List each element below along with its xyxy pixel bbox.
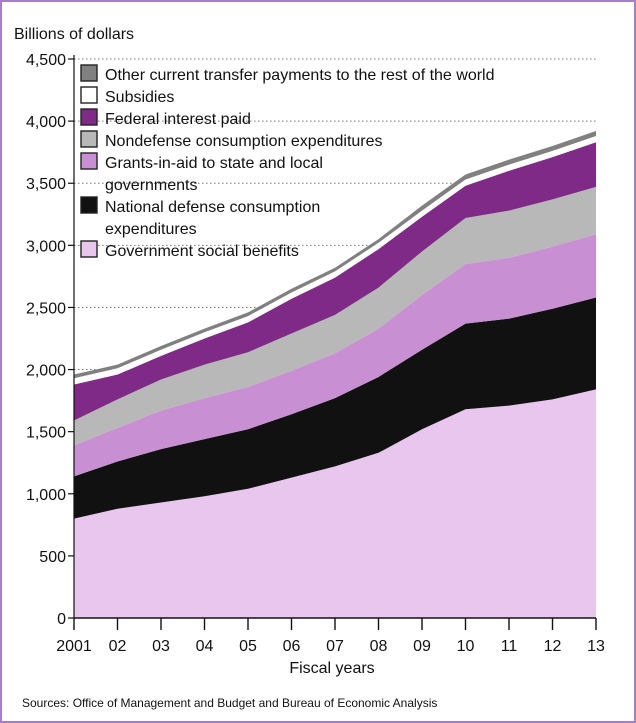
x-tick-label: 04 bbox=[196, 638, 214, 655]
y-tick-label: 2,500 bbox=[26, 300, 66, 317]
y-tick-label: 4,500 bbox=[26, 52, 66, 69]
legend-label: expenditures bbox=[105, 221, 197, 238]
area-series-3 bbox=[74, 186, 596, 446]
x-tick-label: 03 bbox=[152, 638, 170, 655]
axes bbox=[68, 55, 597, 630]
y-tick-label: 3,000 bbox=[26, 238, 66, 255]
y-tick-label: 3,500 bbox=[26, 176, 66, 193]
y-tick-label: 0 bbox=[57, 611, 66, 628]
y-tick-label: 1,000 bbox=[26, 487, 66, 504]
y-axis-title: Billions of dollars bbox=[14, 26, 134, 43]
area-series-4 bbox=[74, 142, 596, 421]
legend-label: National defense consumption bbox=[105, 199, 320, 216]
legend-swatch bbox=[80, 86, 98, 104]
stacked-area-chart: Billions of dollars 0 500 1,000 1,500 2,000 2… bbox=[14, 26, 605, 677]
x-tick-label: 12 bbox=[544, 638, 562, 655]
x-tick-labels: 2001 02 03 04 05 06 07 08 09 10 11 12 13 bbox=[56, 638, 605, 655]
x-axis-title: Fiscal years bbox=[289, 660, 374, 677]
x-tick-label: 2001 bbox=[56, 638, 92, 655]
area-series-1 bbox=[74, 297, 596, 519]
x-tick-label: 06 bbox=[283, 638, 301, 655]
area-series bbox=[74, 131, 596, 618]
legend-swatch bbox=[80, 152, 98, 170]
legend-swatch bbox=[80, 130, 98, 148]
x-tick-label: 10 bbox=[457, 638, 475, 655]
area-series-2 bbox=[74, 234, 596, 477]
x-tick-label: 08 bbox=[370, 638, 388, 655]
legend-label: governments bbox=[105, 177, 198, 194]
legend: Other current transfer payments to the r… bbox=[80, 64, 495, 260]
legend-swatch bbox=[80, 64, 98, 82]
legend-swatch bbox=[80, 240, 98, 258]
legend-label: Federal interest paid bbox=[105, 111, 251, 128]
x-tick-label: 02 bbox=[109, 638, 127, 655]
y-tick-label: 2,000 bbox=[26, 363, 66, 380]
y-tick-label: 500 bbox=[39, 549, 66, 566]
y-tick-labels: 0 500 1,000 1,500 2,000 2,500 3,000 3,500 4,000 4… bbox=[26, 52, 66, 628]
x-tick-label: 05 bbox=[239, 638, 257, 655]
y-tick-label: 4,000 bbox=[26, 114, 66, 131]
x-tick-label: 07 bbox=[326, 638, 344, 655]
legend-label: Government social benefits bbox=[105, 243, 299, 260]
legend-label: Grants-in-aid to state and local bbox=[105, 155, 323, 172]
legend-swatch bbox=[80, 196, 98, 214]
x-tick-label: 11 bbox=[501, 638, 518, 655]
legend-label: Other current transfer payments to the r… bbox=[105, 67, 495, 84]
x-tick-label: 09 bbox=[413, 638, 431, 655]
legend-swatch bbox=[80, 108, 98, 126]
x-tick-label: 13 bbox=[587, 638, 605, 655]
legend-label: Nondefense consumption expenditures bbox=[105, 133, 383, 150]
legend-label: Subsidies bbox=[105, 89, 174, 106]
area-series-0 bbox=[74, 389, 596, 618]
y-tick-label: 1,500 bbox=[26, 425, 66, 442]
source-note: Sources: Office of Management and Budget… bbox=[22, 696, 438, 710]
